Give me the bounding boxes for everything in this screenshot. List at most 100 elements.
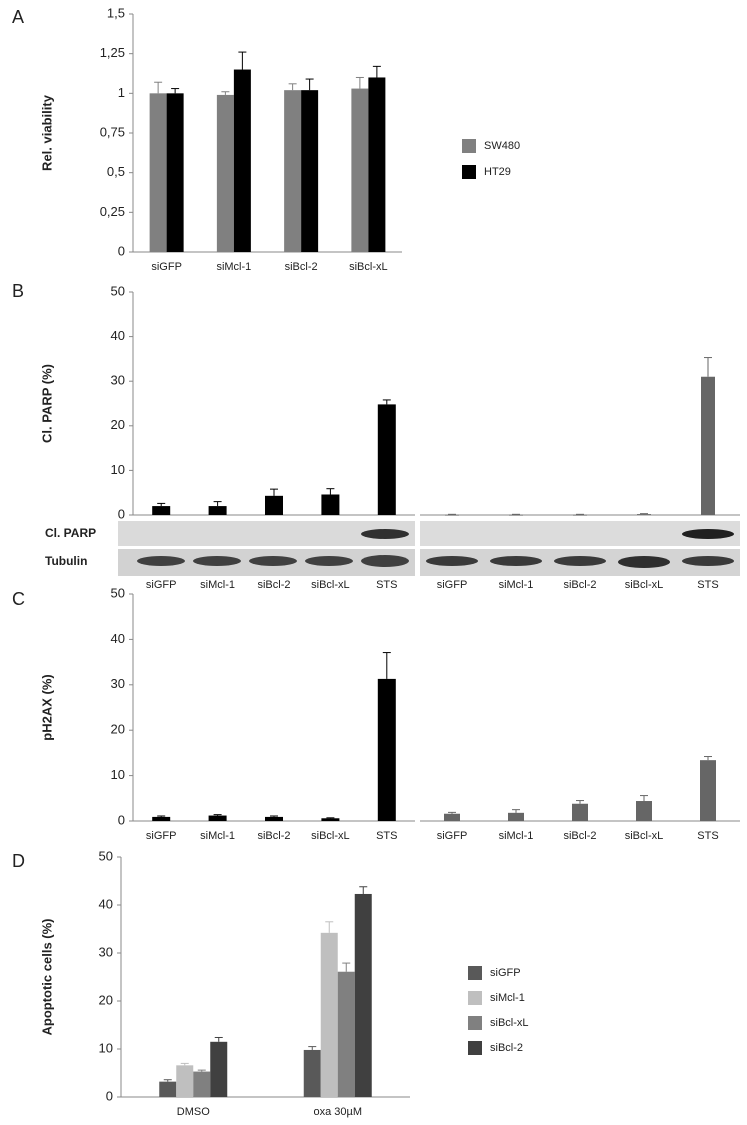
bar bbox=[265, 816, 283, 821]
blot-band bbox=[682, 556, 734, 566]
error-bar bbox=[213, 501, 222, 507]
error-bar bbox=[355, 76, 364, 89]
bar bbox=[193, 1071, 211, 1097]
western-blot bbox=[118, 521, 740, 576]
y-axis-label: Rel. viability bbox=[39, 94, 54, 171]
error-bar bbox=[326, 488, 335, 495]
x-tick-label: siGFP bbox=[151, 261, 182, 273]
y-tick-label: 30 bbox=[111, 676, 125, 691]
y-tick-label: 50 bbox=[111, 585, 125, 600]
y-tick-label: 30 bbox=[111, 373, 125, 388]
y-tick-label: 20 bbox=[111, 417, 125, 432]
panel-letter: B bbox=[12, 281, 24, 301]
error-bar bbox=[512, 809, 520, 813]
blot-band bbox=[426, 556, 478, 566]
bar bbox=[377, 404, 396, 515]
blot-band bbox=[193, 556, 241, 566]
bar bbox=[303, 1049, 321, 1097]
y-tick-label: 0 bbox=[106, 1088, 113, 1103]
error-bar bbox=[157, 502, 166, 507]
bar bbox=[208, 506, 227, 515]
error-bar bbox=[154, 81, 163, 94]
x-tick-label: siBcl-2 bbox=[257, 830, 290, 842]
x-tick-label: siBcl-xL bbox=[625, 579, 664, 591]
error-bar bbox=[704, 357, 712, 377]
y-tick-label: 10 bbox=[99, 1040, 113, 1055]
x-tick-label: siGFP bbox=[437, 579, 468, 591]
blot-band bbox=[305, 556, 353, 566]
bar bbox=[508, 812, 524, 821]
y-tick-label: 40 bbox=[99, 896, 113, 911]
legend-label: siBcl-xL bbox=[490, 1017, 529, 1029]
error-bar bbox=[640, 795, 648, 802]
x-tick-label: STS bbox=[376, 830, 397, 842]
bar bbox=[210, 1041, 228, 1097]
legend-swatch bbox=[468, 966, 482, 980]
bar bbox=[176, 1065, 194, 1097]
legend-label: siMcl-1 bbox=[490, 992, 525, 1004]
y-tick-label: 1,25 bbox=[100, 45, 125, 60]
panel-letter: A bbox=[12, 7, 24, 27]
blot-band bbox=[361, 529, 409, 539]
error-bar bbox=[163, 1079, 172, 1082]
x-tick-label: oxa 30µM bbox=[313, 1106, 362, 1118]
x-tick-label: siGFP bbox=[437, 830, 468, 842]
legend-swatch bbox=[468, 1016, 482, 1030]
x-tick-label: siGFP bbox=[146, 579, 177, 591]
y-tick-label: 50 bbox=[111, 283, 125, 298]
x-tick-label: DMSO bbox=[177, 1106, 210, 1118]
y-tick-label: 1 bbox=[118, 85, 125, 100]
x-tick-label: siBcl-xL bbox=[311, 830, 350, 842]
blot-band bbox=[249, 556, 297, 566]
x-tick-label: siBcl-2 bbox=[257, 579, 290, 591]
error-bar bbox=[325, 921, 334, 933]
y-tick-label: 40 bbox=[111, 328, 125, 343]
x-tick-label: siBcl-xL bbox=[311, 579, 350, 591]
bar bbox=[149, 93, 167, 252]
legend-label: SW480 bbox=[484, 140, 520, 152]
bar bbox=[152, 506, 171, 515]
bar bbox=[216, 94, 234, 252]
error-bar bbox=[270, 488, 278, 496]
error-bar bbox=[305, 78, 314, 91]
bar bbox=[337, 971, 355, 1097]
error-bar bbox=[372, 65, 381, 78]
blot-label: Cl. PARP bbox=[45, 526, 96, 540]
error-bar bbox=[288, 83, 297, 91]
x-tick-label: STS bbox=[697, 579, 718, 591]
error-bar bbox=[197, 1069, 206, 1072]
blot-band bbox=[618, 556, 670, 568]
legend-swatch bbox=[462, 165, 476, 179]
error-bar bbox=[270, 815, 278, 817]
legend-label: siGFP bbox=[490, 967, 521, 979]
y-tick-label: 0,75 bbox=[100, 124, 125, 139]
bar bbox=[321, 494, 340, 515]
error-bar bbox=[213, 814, 222, 816]
bar bbox=[444, 813, 460, 821]
legend-swatch bbox=[468, 1041, 482, 1055]
bar bbox=[152, 816, 171, 821]
y-tick-label: 10 bbox=[111, 462, 125, 477]
blot-label: Tubulin bbox=[45, 554, 87, 568]
blot-band bbox=[137, 556, 185, 566]
bar bbox=[321, 818, 340, 821]
bar bbox=[700, 760, 716, 821]
bar bbox=[637, 514, 651, 515]
x-tick-label: siMcl-1 bbox=[499, 830, 534, 842]
x-tick-label: siBcl-2 bbox=[285, 261, 318, 273]
bar bbox=[159, 1081, 177, 1097]
bar bbox=[166, 93, 184, 252]
y-tick-label: 0 bbox=[118, 506, 125, 521]
legend-label: siBcl-2 bbox=[490, 1042, 523, 1054]
bar bbox=[572, 803, 588, 821]
x-tick-label: STS bbox=[697, 830, 718, 842]
bar bbox=[701, 376, 715, 515]
error-bar bbox=[382, 652, 391, 679]
bar bbox=[233, 69, 251, 253]
bar bbox=[445, 514, 459, 516]
y-tick-label: 0,5 bbox=[107, 164, 125, 179]
y-tick-label: 50 bbox=[99, 848, 113, 863]
y-tick-label: 20 bbox=[111, 722, 125, 737]
bar bbox=[265, 495, 283, 515]
